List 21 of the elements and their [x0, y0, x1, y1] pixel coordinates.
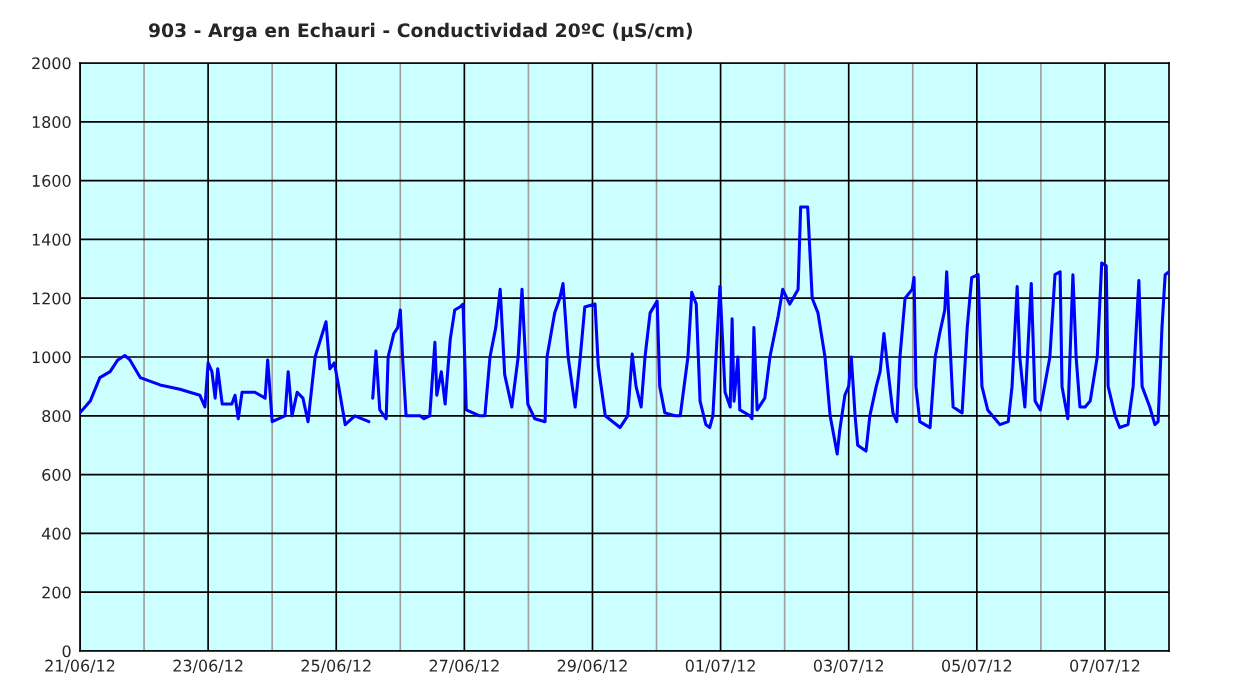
x-tick-label: 27/06/12 — [429, 659, 499, 673]
y-tick-label: 200 — [42, 586, 71, 599]
y-tick-label: 0 — [62, 645, 71, 658]
y-tick-label: 400 — [41, 527, 71, 540]
x-tick-label: 03/07/12 — [813, 659, 883, 673]
y-tick-label: 2000 — [32, 57, 71, 70]
x-tick-label: 07/07/12 — [1070, 659, 1140, 673]
y-tick-label: 800 — [42, 410, 71, 423]
x-tick-label: 05/07/12 — [942, 659, 1012, 673]
y-tick-label: 600 — [42, 468, 71, 481]
x-tick-label: 21/06/12 — [45, 659, 115, 673]
y-tick-label: 1800 — [32, 116, 71, 129]
chart-title: 903 - Arga en Echauri - Conductividad 20ºC (µS/cm) — [148, 22, 692, 42]
y-tick-label: 1400 — [32, 233, 71, 246]
y-tick-label: 1600 — [32, 174, 71, 187]
x-tick-label: 25/06/12 — [301, 659, 371, 673]
y-tick-label: 1200 — [32, 292, 71, 305]
x-tick-label: 29/06/12 — [557, 659, 627, 673]
x-tick-label: 01/07/12 — [685, 659, 755, 673]
x-tick-label: 23/06/12 — [173, 659, 243, 673]
y-tick-label: 1000 — [32, 351, 71, 364]
